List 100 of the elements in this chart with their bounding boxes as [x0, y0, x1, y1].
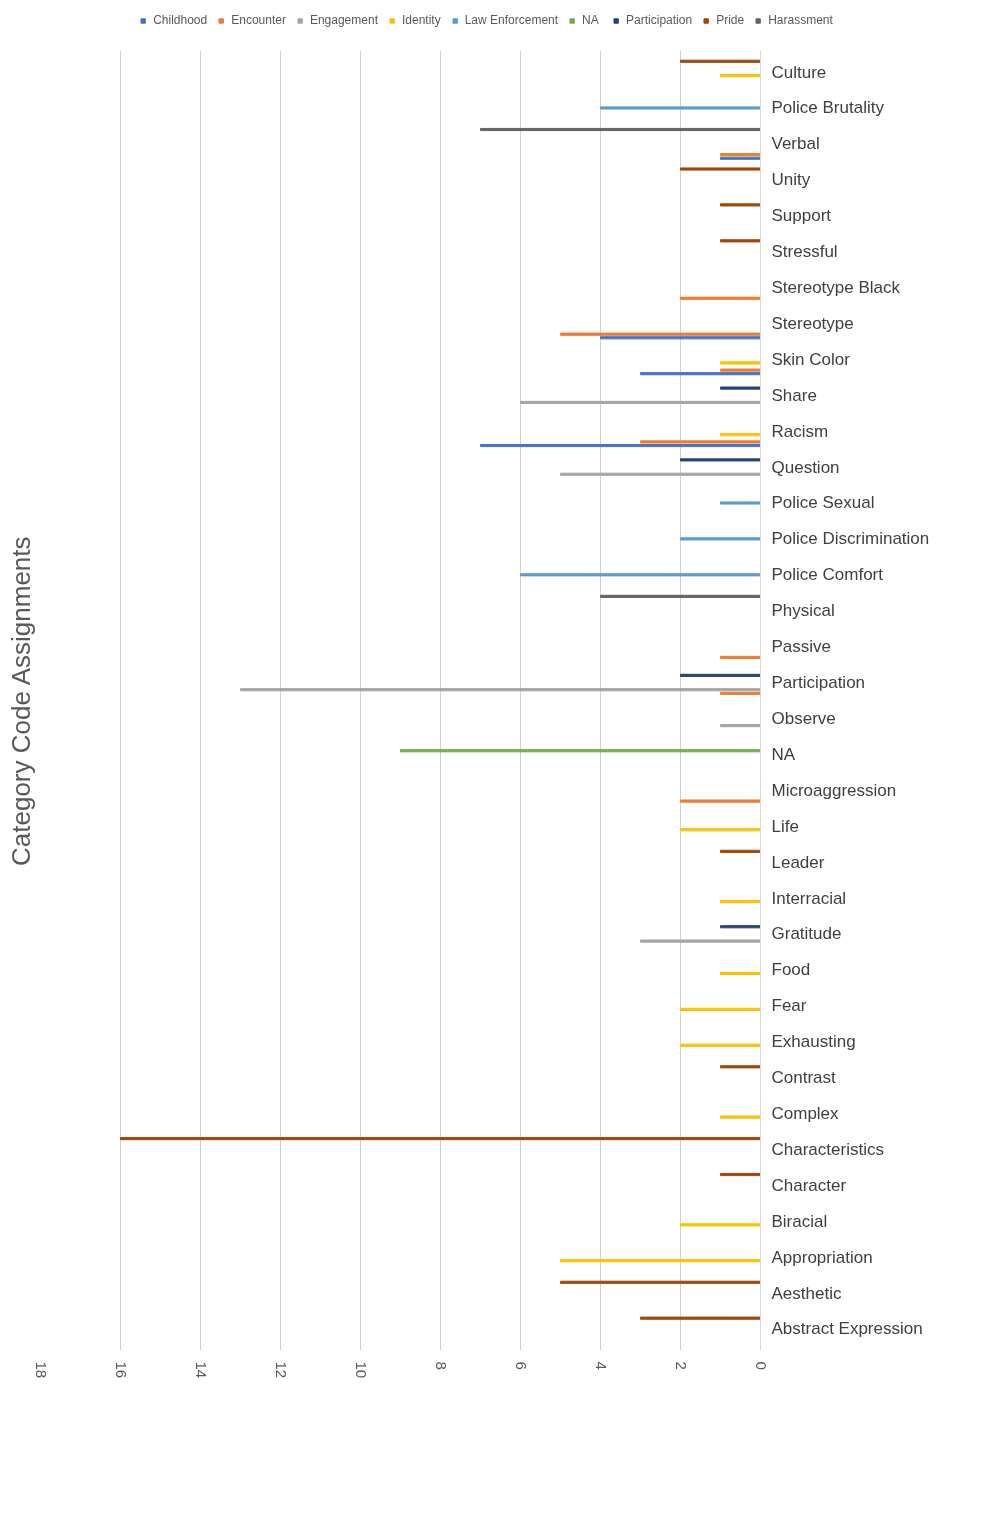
legend-label: Harassment	[768, 13, 833, 27]
x-tick-label: 0	[752, 1361, 770, 1370]
bar	[680, 1223, 761, 1227]
y-tick-label: Life	[771, 816, 799, 836]
bar	[240, 688, 761, 692]
bar	[560, 1259, 761, 1263]
y-tick-label: Microaggression	[771, 780, 897, 800]
bar	[600, 336, 761, 340]
bar	[120, 1137, 761, 1141]
bar	[680, 458, 761, 462]
bar	[720, 900, 761, 904]
bar	[640, 440, 761, 444]
bar	[720, 74, 761, 78]
y-tick-label: Appropriation	[771, 1247, 873, 1267]
y-tick-label: Support	[771, 206, 832, 226]
y-tick-label: Police Sexual	[771, 493, 875, 513]
y-tick-label: Stressful	[771, 242, 838, 262]
x-tick-label: 4	[592, 1361, 610, 1370]
bar	[640, 372, 761, 376]
y-tick-label: Contrast	[771, 1068, 837, 1088]
bar	[480, 443, 761, 448]
y-tick-label: Police Discrimination	[771, 529, 930, 549]
y-tick-label: Biracial	[771, 1211, 828, 1231]
bar	[680, 1007, 761, 1011]
bar	[720, 724, 761, 728]
y-tick-label: Interracial	[771, 888, 847, 908]
bar	[560, 332, 761, 336]
y-tick-label: Police Comfort	[771, 565, 884, 585]
legend-label: Engagement	[309, 13, 378, 27]
y-tick-label: Racism	[771, 421, 829, 441]
legend-label: Pride	[716, 13, 745, 27]
y-tick-label: Verbal	[771, 134, 820, 154]
x-tick-label: 8	[432, 1361, 450, 1370]
bar	[680, 296, 761, 300]
bar	[720, 971, 761, 976]
bar	[640, 1316, 761, 1320]
x-tick-label: 18	[32, 1361, 50, 1379]
y-tick-label: Abstract Expression	[771, 1319, 923, 1339]
y-tick-label: Stereotype Black	[771, 278, 901, 298]
bar	[640, 939, 761, 943]
y-tick-label: Skin Color	[771, 349, 851, 369]
x-tick-label: 12	[272, 1361, 290, 1379]
bar	[400, 749, 761, 753]
x-tick-label: 16	[112, 1361, 130, 1379]
bar	[680, 799, 761, 803]
bar	[680, 828, 761, 832]
bar	[720, 361, 761, 365]
bar	[720, 433, 761, 437]
legend-label: Encounter	[231, 13, 286, 27]
bar	[720, 1115, 761, 1119]
y-tick-label: Character	[771, 1175, 847, 1195]
bar	[560, 1280, 761, 1284]
y-tick-label: Leader	[771, 852, 825, 872]
bar	[720, 849, 761, 853]
y-tick-label: Characteristics	[771, 1139, 884, 1159]
y-tick-label: Gratitude	[771, 924, 842, 944]
x-tick-label: 6	[512, 1361, 530, 1370]
bar	[720, 1172, 761, 1177]
y-tick-label: Exhausting	[771, 1032, 856, 1052]
bar	[560, 472, 761, 476]
y-tick-label: Fear	[771, 996, 807, 1016]
legend-label: Childhood	[153, 13, 208, 27]
bar	[680, 167, 761, 171]
bar	[680, 673, 761, 677]
bar	[680, 537, 761, 541]
legend-label: Participation	[626, 13, 693, 27]
legend-label: Law Enforcement	[464, 13, 559, 27]
bar	[680, 1043, 761, 1047]
y-tick-label: NA	[771, 744, 796, 764]
bar	[720, 386, 761, 390]
y-tick-label: Observe	[771, 708, 836, 728]
bar	[720, 1065, 761, 1069]
y-tick-label: Police Brutality	[771, 98, 885, 118]
bar	[520, 573, 761, 577]
y-tick-label: Question	[771, 457, 840, 477]
y-tick-label: Passive	[771, 637, 832, 657]
bar	[600, 594, 761, 598]
bar	[720, 925, 761, 929]
legend-label: NA	[582, 13, 600, 27]
y-tick-label: Culture	[771, 62, 827, 82]
legend-label: Identity	[401, 13, 441, 27]
bar	[720, 655, 761, 659]
bar	[720, 239, 761, 243]
y-tick-label: Stereotype	[771, 313, 854, 333]
y-tick-label: Participation	[771, 673, 866, 693]
y-tick-label: Physical	[771, 601, 835, 621]
y-tick-label: Unity	[771, 170, 811, 190]
bar	[720, 368, 761, 372]
bar	[720, 691, 761, 695]
y-tick-label: Complex	[771, 1103, 840, 1123]
y-tick-label: Share	[771, 385, 817, 405]
x-tick-label: 14	[192, 1361, 210, 1379]
bar	[720, 203, 761, 207]
bar	[680, 59, 761, 63]
bar	[720, 501, 761, 505]
x-tick-label: 2	[672, 1361, 690, 1370]
bar	[520, 400, 761, 405]
bar	[600, 106, 761, 110]
bar	[480, 127, 761, 132]
y-tick-label: Aesthetic	[771, 1283, 842, 1303]
